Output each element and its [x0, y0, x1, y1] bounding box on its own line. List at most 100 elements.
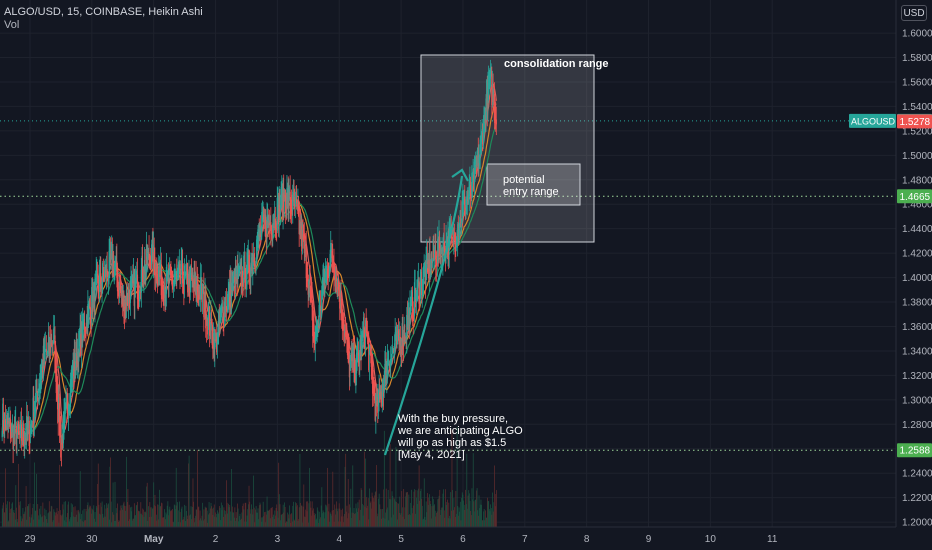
candle-body [96, 270, 98, 278]
volume-bar [318, 511, 320, 527]
volume-bar [176, 505, 178, 527]
volume-bar [338, 503, 340, 527]
candle-body [242, 278, 244, 287]
candle-body [113, 261, 115, 277]
volume-bar [216, 517, 218, 527]
candle-body [73, 349, 75, 373]
volume-bar [199, 510, 201, 527]
volume-bar [153, 505, 155, 527]
volume-bar [223, 507, 225, 527]
volume-bar [103, 518, 104, 527]
candle-body [48, 339, 50, 351]
candle-body [270, 227, 273, 236]
volume-bar [434, 510, 436, 527]
candle-body [230, 282, 233, 298]
volume-bar [447, 518, 449, 527]
candle-body [268, 220, 270, 224]
candle-body [58, 403, 61, 436]
candle-body [355, 352, 358, 374]
volume-bar [276, 504, 278, 527]
volume-bar [200, 518, 202, 527]
volume-bar [6, 504, 8, 527]
volume-bar [430, 518, 432, 527]
volume-bar [127, 489, 129, 527]
candle-body [123, 306, 126, 308]
candle-body [9, 419, 12, 439]
volume-bar [194, 518, 196, 527]
candle-body [132, 272, 135, 281]
candle-body [308, 279, 311, 284]
candle-body [294, 199, 296, 209]
volume-bar [139, 513, 141, 527]
entry-range-box [486, 163, 581, 206]
candle-body [297, 202, 299, 204]
volume-bar [198, 506, 200, 527]
volume-bar [286, 521, 288, 527]
candle-body [452, 229, 454, 248]
volume-bar [23, 513, 25, 527]
volume-bar [405, 492, 407, 527]
candle-body [486, 94, 488, 112]
candle-body [47, 332, 50, 348]
volume-bar [97, 463, 99, 527]
candle-body [85, 329, 87, 331]
volume-bar [38, 519, 40, 527]
volume-bar [84, 520, 86, 527]
currency-button[interactable]: USD [901, 5, 927, 21]
candle-body [25, 438, 27, 440]
volume-bar [120, 505, 122, 527]
volume-bar [449, 518, 451, 527]
candle-body [183, 283, 185, 285]
candle-body [275, 223, 277, 230]
candle-body [132, 278, 134, 284]
volume-label: Vol [4, 19, 20, 31]
volume-bar [137, 501, 138, 527]
price-tick-label: 1.5600 [902, 77, 932, 88]
volume-bar [182, 519, 184, 527]
candle-body [122, 292, 124, 299]
volume-bar [282, 513, 283, 527]
volume-bar [325, 504, 327, 527]
candle-body [120, 287, 122, 292]
volume-bar [324, 518, 325, 527]
volume-bar [496, 490, 497, 527]
candle-body [87, 304, 90, 316]
candles [1, 59, 497, 467]
uptrend-arrow [383, 175, 464, 456]
candle-body [227, 293, 229, 310]
volume-bar [92, 510, 94, 527]
candle-body [143, 260, 146, 279]
candle-body [94, 277, 97, 291]
candle-body [110, 252, 112, 260]
volume-bar [101, 506, 102, 527]
volume-bar [175, 467, 177, 527]
volume-bar [97, 483, 99, 527]
candle-body [463, 191, 465, 202]
volume-bar [384, 518, 386, 527]
candle-body [178, 265, 180, 269]
candle-body [53, 335, 55, 336]
volume-bar [180, 522, 182, 527]
candle-body [187, 280, 189, 292]
candle-body [435, 250, 437, 268]
volume-bar [485, 510, 486, 527]
candle-body [224, 310, 226, 315]
volume-bar [356, 508, 358, 527]
candle-body [472, 169, 474, 182]
candle-body [489, 71, 491, 86]
candle-body [330, 249, 332, 253]
volume-bar [172, 521, 174, 527]
time-axis[interactable]: 29 30 May 2 3 4 5 6 7 8 9 10 11 [0, 526, 896, 545]
candle-body [458, 230, 460, 236]
candle-body [413, 282, 416, 316]
candle-body [402, 342, 405, 344]
candle-body [383, 374, 385, 393]
volume-bar [445, 504, 447, 527]
volume-bar [208, 514, 209, 527]
volume-bar [487, 500, 489, 527]
volume-bar [438, 495, 440, 527]
volume-bar [209, 508, 211, 527]
candle-body [369, 345, 371, 353]
candle-body [145, 244, 148, 269]
